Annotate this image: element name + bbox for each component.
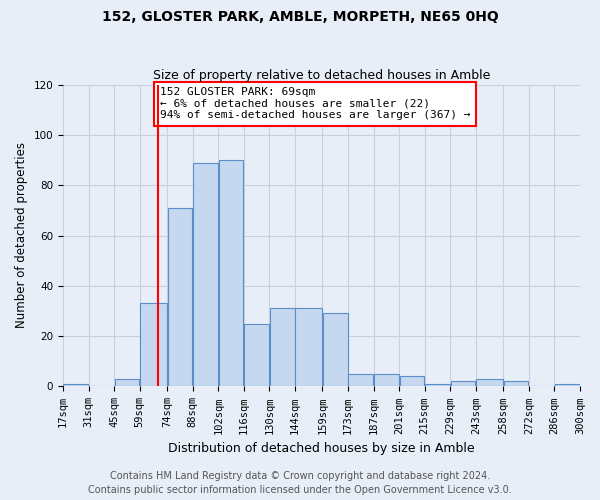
Bar [555,384,580,386]
Bar [295,308,322,386]
Text: 152, GLOSTER PARK, AMBLE, MORPETH, NE65 0HQ: 152, GLOSTER PARK, AMBLE, MORPETH, NE65 … [101,10,499,24]
Bar [504,382,529,386]
Title: Size of property relative to detached houses in Amble: Size of property relative to detached ho… [153,69,490,82]
Bar [270,308,295,386]
Text: 152 GLOSTER PARK: 69sqm
← 6% of detached houses are smaller (22)
94% of semi-det: 152 GLOSTER PARK: 69sqm ← 6% of detached… [160,87,470,120]
Bar [115,379,139,386]
Bar [167,208,192,386]
Bar [64,384,88,386]
Bar [219,160,244,386]
Bar [244,324,269,386]
Bar [425,384,450,386]
X-axis label: Distribution of detached houses by size in Amble: Distribution of detached houses by size … [168,442,475,455]
Bar [451,382,475,386]
Bar [193,162,218,386]
Bar [374,374,398,386]
Bar [400,376,424,386]
Bar [349,374,373,386]
Bar [476,379,503,386]
Text: Contains HM Land Registry data © Crown copyright and database right 2024.
Contai: Contains HM Land Registry data © Crown c… [88,471,512,495]
Bar [323,314,347,386]
Bar [140,304,167,386]
Y-axis label: Number of detached properties: Number of detached properties [15,142,28,328]
